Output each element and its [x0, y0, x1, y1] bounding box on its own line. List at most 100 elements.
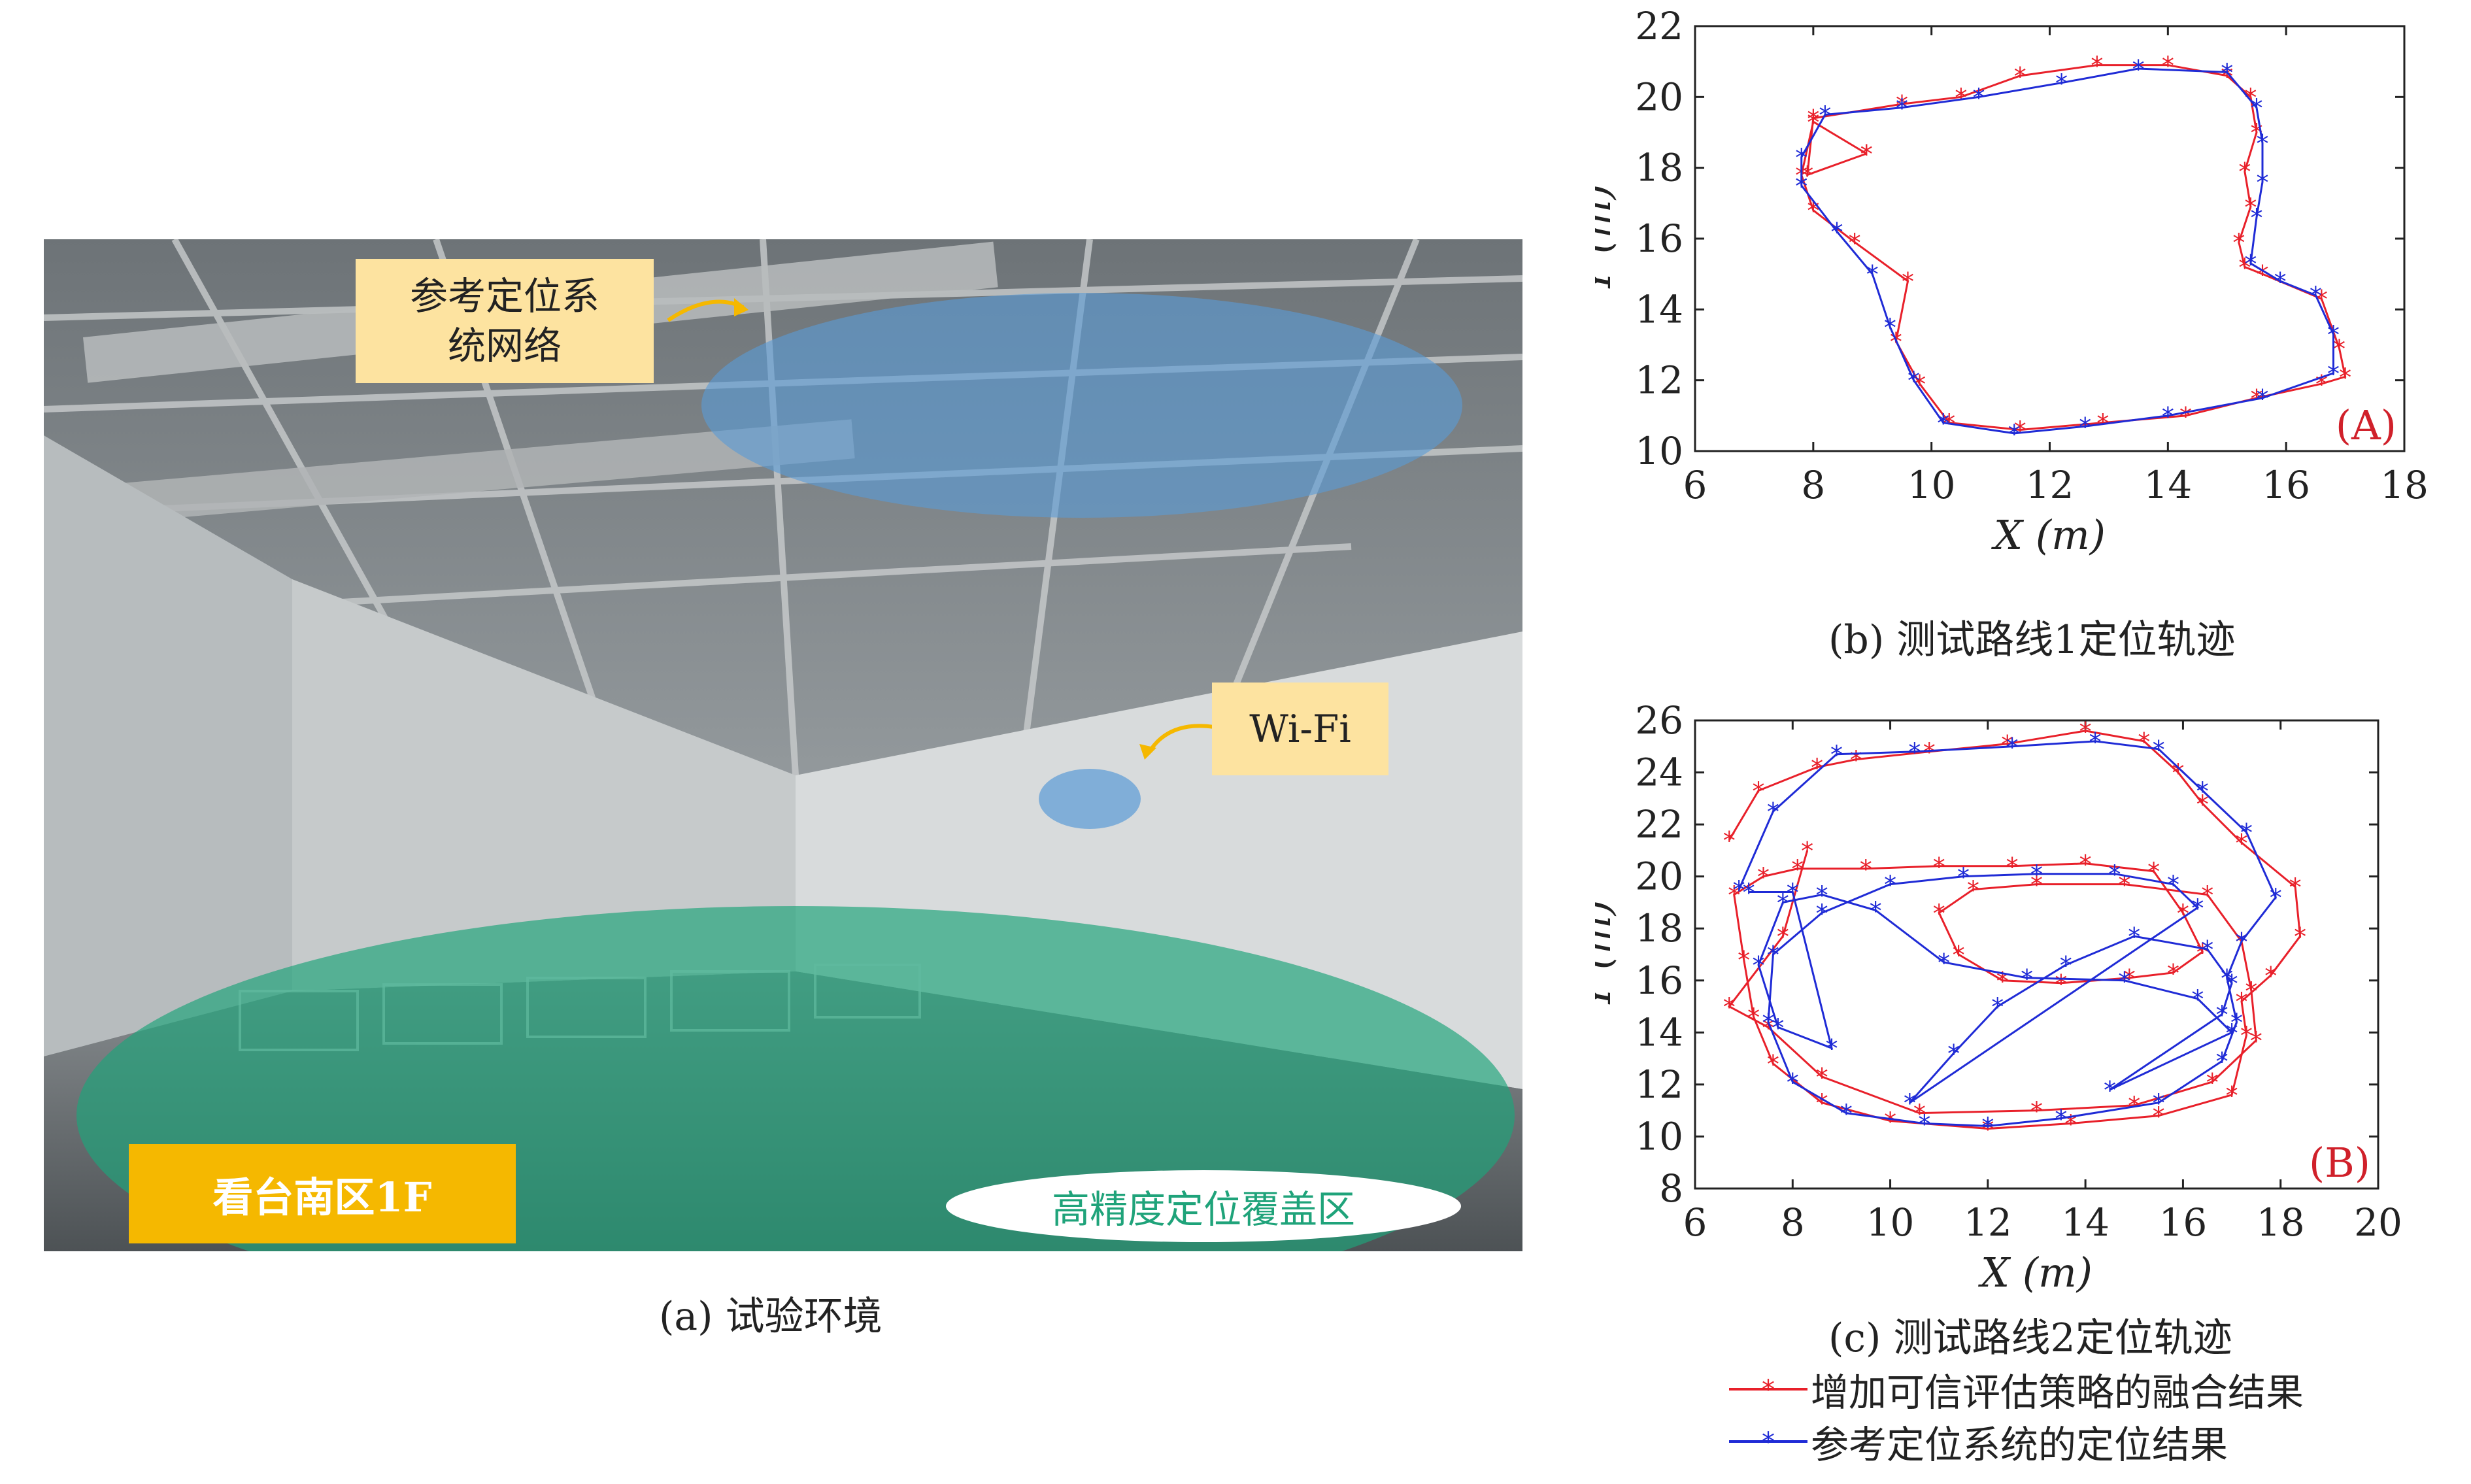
point-marker-fusion: *	[1807, 105, 1819, 133]
y-tick-label: 12	[1635, 358, 1683, 403]
environment-photo: 参考定位系 统网络 Wi-Fi 看台南区1F 高精度定位覆盖区	[44, 239, 1522, 1251]
corner-label: (B)	[2309, 1139, 2370, 1187]
point-marker-reference: *	[1840, 1100, 1853, 1128]
point-marker-fusion: *	[2091, 52, 2103, 80]
point-marker-reference: *	[2055, 69, 2068, 98]
point-marker-fusion: *	[1728, 881, 1740, 910]
point-marker-fusion: *	[2339, 363, 2351, 392]
x-tick-label: 6	[1683, 1200, 1707, 1245]
point-marker-fusion: *	[2118, 871, 2130, 900]
caption-a: (a) 试验环境	[659, 1294, 882, 1340]
chart-route1: 6 8 10 12 14 16 18 10 12 14 16 18 20 22 X (m) Y (m) (A) *…	[1595, 4, 2429, 559]
point-marker-fusion: *	[2147, 858, 2160, 886]
x-axis-label: X (m)	[1991, 511, 2106, 559]
legend-item-reference: * 参考定位系统的定位结果	[1726, 1419, 2228, 1467]
point-marker-reference: *	[2270, 883, 2282, 912]
point-marker-reference: *	[1866, 260, 1879, 289]
point-marker-reference: *	[2191, 894, 2204, 922]
wifi-zone	[1039, 769, 1141, 829]
y-tick-label: 22	[1635, 4, 1683, 48]
point-marker-fusion: *	[2240, 1021, 2253, 1050]
point-marker-reference: *	[2216, 1000, 2228, 1029]
point-marker-fusion: *	[2294, 922, 2306, 951]
y-tick-label: 24	[1635, 750, 1683, 795]
point-marker-reference: *	[2021, 964, 2033, 993]
point-marker-reference: *	[2226, 970, 2238, 998]
x-tick-label: 14	[2143, 463, 2192, 507]
point-marker-reference: *	[1787, 1068, 1799, 1097]
point-marker-reference: *	[1991, 993, 2004, 1022]
point-marker-reference: *	[2274, 267, 2287, 296]
y-axis-label: Y (m)	[1595, 184, 1620, 294]
y-tick-label: 18	[1635, 146, 1683, 190]
y-axis-label: Y (m)	[1595, 900, 1620, 1009]
point-marker-fusion: *	[1738, 946, 1750, 975]
coverage-label-text: 高精度定位覆盖区	[1051, 1187, 1355, 1232]
svg-text:*: *	[1762, 1376, 1775, 1402]
point-marker-fusion: *	[2196, 790, 2209, 818]
x-tick-label: 14	[2061, 1200, 2110, 1245]
point-marker-reference: *	[2167, 871, 2179, 900]
point-marker-reference: *	[2196, 777, 2209, 805]
series-line-reference	[1800, 67, 2334, 435]
point-marker-fusion: *	[2006, 852, 2019, 881]
point-marker-fusion: *	[1816, 1063, 1828, 1092]
x-axis-label: X (m)	[1978, 1249, 2093, 1296]
y-tick-label: 20	[1635, 75, 1683, 119]
point-marker-reference: *	[1830, 741, 1843, 769]
point-marker-reference: *	[2055, 1105, 2067, 1134]
point-marker-reference: *	[2128, 922, 2140, 951]
point-marker-reference: *	[2310, 282, 2322, 311]
point-marker-reference: *	[1870, 896, 1882, 925]
point-marker-fusion: *	[1807, 108, 1819, 137]
point-marker-reference: *	[2236, 928, 2248, 956]
point-marker-reference: *	[1973, 83, 1985, 112]
point-marker-reference: *	[2250, 94, 2262, 123]
point-marker-fusion: *	[2244, 193, 2257, 222]
point-marker-fusion: *	[2236, 829, 2248, 858]
point-marker-reference: *	[2060, 951, 2072, 980]
point-marker-reference: *	[1918, 1110, 1930, 1139]
point-marker-reference: *	[1772, 1013, 1784, 1042]
x-tick-label: 12	[2026, 463, 2074, 507]
point-marker-reference: *	[1795, 143, 1807, 172]
point-marker-fusion: *	[1933, 899, 1945, 928]
point-marker-fusion: *	[2153, 1102, 2165, 1131]
x-tick-label: 20	[2354, 1200, 2402, 1245]
point-marker-fusion: *	[2289, 873, 2302, 902]
y-tick-label: 14	[1635, 287, 1683, 331]
point-marker-reference: *	[2191, 985, 2204, 1014]
point-marker-reference: *	[2006, 733, 2019, 762]
wifi-label-text: Wi-Fi	[1249, 707, 1351, 751]
point-marker-reference: *	[1777, 888, 1789, 917]
y-tick-label: 10	[1635, 429, 1683, 473]
point-marker-fusion: *	[2179, 402, 2192, 431]
point-marker-reference: *	[1831, 218, 1843, 246]
point-marker-reference: *	[1826, 1034, 1838, 1063]
point-marker-fusion: *	[1850, 746, 1862, 775]
point-marker-fusion: *	[1767, 1050, 1779, 1079]
point-marker-fusion: *	[1913, 1100, 1926, 1128]
ref-network-label-text: 参考定位系 统网络	[409, 274, 599, 368]
point-marker-fusion: *	[2333, 335, 2345, 363]
y-tick-label: 20	[1635, 854, 1683, 899]
point-marker-fusion: *	[1933, 852, 1945, 881]
point-marker-reference: *	[2118, 967, 2130, 996]
point-marker-reference: *	[1795, 172, 1807, 201]
point-marker-fusion: *	[1860, 855, 1872, 884]
svg-text:*: *	[1762, 1428, 1775, 1455]
point-marker-reference: *	[2153, 735, 2165, 764]
series-line-fusion	[1727, 730, 2302, 1130]
point-marker-reference: *	[2201, 936, 2213, 964]
point-marker-fusion: *	[1753, 777, 1765, 805]
point-marker-fusion: *	[1953, 941, 1965, 970]
point-marker-reference: *	[1733, 876, 1745, 905]
caption-c: (c) 测试路线2定位轨迹	[1828, 1315, 2232, 1361]
point-marker-reference: *	[2230, 1008, 2243, 1037]
point-marker-reference: *	[1767, 941, 1779, 970]
point-marker-fusion: *	[1955, 83, 1967, 112]
point-marker-reference: *	[1896, 94, 1908, 123]
point-marker-reference: *	[2250, 204, 2262, 233]
point-marker-reference: *	[2240, 818, 2253, 847]
